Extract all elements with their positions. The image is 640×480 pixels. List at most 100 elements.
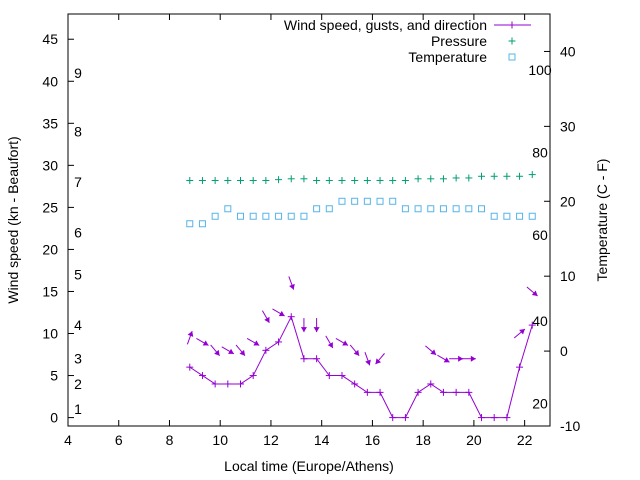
x-tick-label: 16 [365, 432, 381, 448]
y-tick-label: 15 [42, 283, 58, 299]
wind-speed-point [363, 388, 371, 396]
wind-speed-point [262, 346, 270, 354]
y-tick-label: 45 [42, 31, 58, 47]
wind-speed-point [389, 414, 397, 422]
wind-speed-point [452, 388, 460, 396]
temperature-point [275, 212, 283, 220]
gust-arrow [186, 330, 194, 345]
wind-speed-line [189, 315, 533, 419]
fahrenheit-label: 60 [532, 227, 548, 243]
gust-arrow-head [365, 359, 371, 366]
fahrenheit-label: 100 [528, 62, 552, 78]
y-tick-label: 20 [42, 241, 58, 257]
x-tick-label: 18 [415, 432, 431, 448]
x-tick-label: 22 [517, 432, 533, 448]
y-tick-label: 40 [42, 73, 58, 89]
temperature-point [224, 205, 232, 213]
legend-label: Temperature [408, 49, 487, 65]
gust-arrow-head [531, 290, 538, 296]
pressure-point [211, 176, 219, 184]
pressure-point [439, 175, 447, 183]
gust-arrow [325, 335, 334, 349]
gust-arrow [449, 355, 464, 362]
temperature-point [262, 212, 270, 220]
x-tick-label: 12 [263, 432, 279, 448]
extra-scale-labels: 1 2 3 4 5 6 7 8 9 20 40 60 80 100 [74, 62, 552, 417]
x-tick-label: 14 [314, 432, 330, 448]
gust-arrow [461, 355, 476, 362]
gust-arrows [186, 276, 538, 366]
gust-arrow-head [300, 327, 307, 333]
beaufort-label: 5 [74, 267, 82, 283]
legend-marker [508, 37, 516, 45]
beaufort-label: 9 [74, 65, 82, 81]
gust-arrow-head [375, 358, 382, 365]
fahrenheit-label: 40 [532, 313, 548, 329]
gust-arrow-head [470, 355, 476, 362]
temperature-point [439, 205, 447, 213]
pressure-point [516, 172, 524, 180]
gust-arrow-head [214, 349, 220, 356]
y-axis-label: Wind speed (kn - Beaufort) [5, 136, 21, 303]
temperature-point [465, 205, 473, 213]
y2-tick-label: 30 [560, 118, 576, 134]
gust-arrow [335, 337, 349, 346]
wind-speed-point [516, 363, 524, 371]
temperature-point [325, 205, 333, 213]
temperature-point [211, 212, 219, 220]
pressure-point [351, 176, 359, 184]
temperature-point [198, 220, 206, 228]
gust-arrow-head [239, 349, 246, 356]
wind-speed-point [224, 380, 232, 388]
temperature-point [351, 197, 359, 205]
wind-speed-point [249, 372, 257, 380]
pressure-point [224, 176, 232, 184]
wind-speed-point [465, 388, 473, 396]
y2-tick-label: -10 [560, 418, 580, 434]
pressure-point [427, 175, 435, 183]
wind-speed-point [528, 321, 536, 329]
gust-arrow [272, 308, 285, 317]
pressure-point [186, 176, 194, 184]
pressure-point [478, 172, 486, 180]
beaufort-label: 3 [74, 351, 82, 367]
gust-arrow-head [278, 310, 285, 317]
pressure-point [363, 176, 371, 184]
temperature-point [363, 197, 371, 205]
pressure-point [300, 175, 308, 183]
pressure-point [262, 176, 270, 184]
x-axis-label: Local time (Europe/Athens) [224, 458, 394, 474]
pressure-point [414, 175, 422, 183]
beaufort-label: 7 [74, 174, 82, 190]
wind-speed-point [237, 380, 245, 388]
gust-arrow [300, 318, 307, 333]
gust-arrow-head [443, 357, 450, 363]
pressure-point [389, 176, 397, 184]
temperature-point [249, 212, 257, 220]
gust-arrow-head [253, 340, 260, 346]
legend: Wind speed, gusts, and directionPressure… [284, 17, 531, 65]
temperature-point [401, 205, 409, 213]
pressure-point [376, 176, 384, 184]
pressure-point [313, 176, 321, 184]
wind-speed-point [325, 372, 333, 380]
x-tick-label: 4 [64, 432, 72, 448]
gust-arrow-head [458, 355, 464, 362]
gust-arrow-head [228, 348, 234, 354]
beaufort-label: 4 [74, 317, 82, 333]
wind-speed-point [313, 355, 321, 363]
y-tick-label: 5 [50, 368, 58, 384]
gust-arrow-head [519, 329, 525, 335]
temperature-point [237, 212, 245, 220]
y-tick-label: 35 [42, 115, 58, 131]
gust-arrow [235, 344, 246, 357]
pressure-point [490, 172, 498, 180]
gust-arrow [210, 344, 221, 357]
temperature-point [478, 205, 486, 213]
beaufort-label: 6 [74, 225, 82, 241]
gust-arrow [288, 276, 295, 290]
pressure-point [401, 176, 409, 184]
wind-speed-point [376, 388, 384, 396]
gust-arrow [246, 337, 260, 346]
wind-speed-point [401, 414, 409, 422]
